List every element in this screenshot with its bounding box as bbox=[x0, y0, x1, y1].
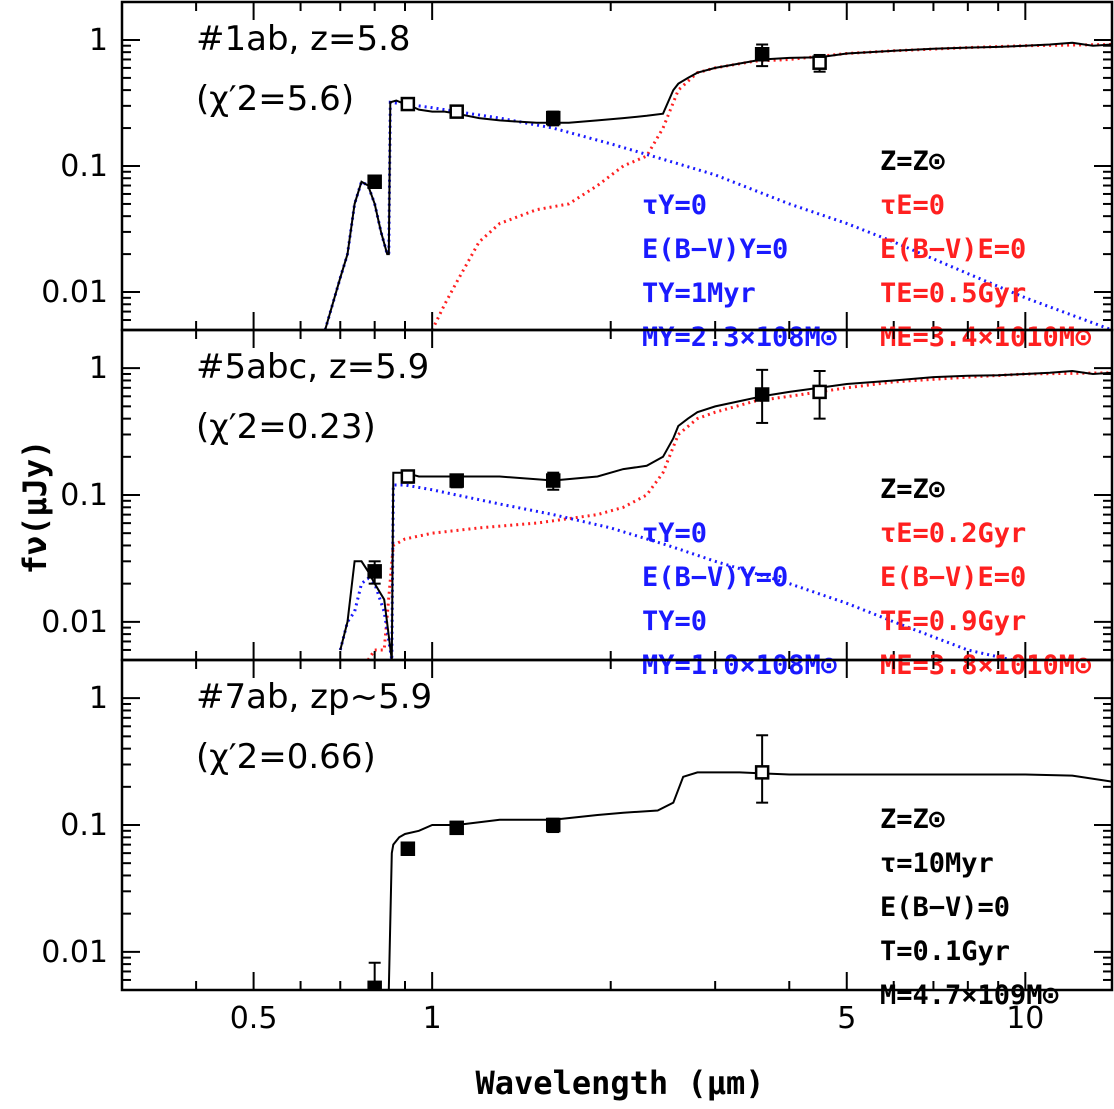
y-tick-label: 0.01 bbox=[41, 605, 108, 640]
panel-1ab-param-old: τE=0 bbox=[880, 190, 945, 221]
panel-5abc-young-component bbox=[338, 483, 1013, 660]
panel-1ab-param-old: ME=3.4×1010M⊙ bbox=[880, 322, 1091, 353]
photometry-point bbox=[812, 384, 827, 400]
panel-7ab-total-sed bbox=[387, 771, 1112, 990]
y-tick-label: 0.1 bbox=[60, 808, 108, 843]
panel-5abc-plot bbox=[338, 368, 1112, 660]
panel-5abc-old-component bbox=[366, 371, 1112, 660]
panel-5abc-param-young: τY=0 bbox=[642, 518, 707, 549]
panel-1ab-param-old: Z=Z⊙ bbox=[880, 146, 945, 177]
photometry-point bbox=[545, 110, 561, 126]
y-tick-label: 0.1 bbox=[60, 149, 108, 184]
panel-1ab-young-component bbox=[323, 100, 1112, 330]
panel-1ab-chi2: (χ′2=5.6) bbox=[196, 79, 354, 119]
panel-5abc-param-old: TE=0.9Gyr bbox=[880, 606, 1026, 637]
panel-1ab-old-component bbox=[430, 43, 1112, 330]
panel-5abc-total-sed bbox=[339, 369, 1112, 660]
photometry-point bbox=[812, 55, 827, 70]
photometry-point bbox=[754, 387, 770, 402]
panel-1ab-param-young: E(B−V)Y=0 bbox=[642, 234, 788, 265]
panel-5abc-chi2: (χ′2=0.23) bbox=[196, 407, 376, 447]
photometry-point bbox=[449, 473, 464, 488]
x-tick-label: 5 bbox=[837, 1001, 856, 1036]
photometry-point bbox=[367, 174, 382, 189]
photometry-point bbox=[400, 96, 416, 112]
y-tick-label: 0.01 bbox=[41, 935, 108, 970]
photometry-point bbox=[400, 841, 416, 856]
panel-5abc-param-young: TY=0 bbox=[642, 606, 707, 637]
x-tick-label: 1 bbox=[423, 1001, 442, 1036]
photometry-point bbox=[449, 820, 464, 836]
y-tick-label: 0.01 bbox=[41, 275, 108, 310]
y-tick-label: 1 bbox=[89, 23, 108, 58]
photometry-point bbox=[449, 104, 464, 119]
panel-1ab-param-old: TE=0.5Gyr bbox=[880, 278, 1026, 309]
photometry-point bbox=[400, 469, 416, 484]
panel-7ab-param-old: T=0.1Gyr bbox=[880, 936, 1010, 967]
panel-5abc-param-old: Z=Z⊙ bbox=[880, 474, 945, 505]
panel-7ab-param-old: τ=10Myr bbox=[880, 848, 994, 879]
photometry-point bbox=[545, 473, 561, 488]
panel-1ab-param-old: E(B−V)E=0 bbox=[880, 234, 1026, 265]
panel-5abc-title: #5abc, z=5.9 bbox=[196, 347, 429, 387]
panel-7ab-param-old: M=4.7×109M⊙ bbox=[880, 980, 1059, 1011]
panel-7ab-chi2: (χ′2=0.66) bbox=[196, 737, 376, 777]
panel-1ab-total-sed bbox=[324, 41, 1112, 330]
panel-1ab-param-young: τY=0 bbox=[642, 190, 707, 221]
photometry-point bbox=[545, 817, 561, 833]
y-tick-label: 1 bbox=[89, 681, 108, 716]
y-tick-label: 1 bbox=[89, 351, 108, 386]
panel-5abc-param-old: τE=0.2Gyr bbox=[880, 518, 1026, 549]
panel-5abc-param-old: ME=3.8×1010M⊙ bbox=[880, 650, 1091, 681]
x-tick-label: 0.5 bbox=[230, 1001, 278, 1036]
panel-1ab-plot bbox=[323, 41, 1112, 330]
panel-1ab-title: #1ab, z=5.8 bbox=[196, 19, 411, 59]
panel-5abc-param-old: E(B−V)E=0 bbox=[880, 562, 1026, 593]
panel-7ab-param-old: E(B−V)=0 bbox=[880, 892, 1010, 923]
panel-5abc-param-young: MY=1.0×108M⊙ bbox=[642, 650, 837, 681]
panel-7ab-title: #7ab, zp~5.9 bbox=[196, 677, 432, 717]
photometry-point bbox=[367, 564, 382, 579]
panel-1ab-param-young: MY=2.3×108M⊙ bbox=[642, 322, 837, 353]
photometry-point bbox=[754, 765, 770, 780]
panel-7ab-param-old: Z=Z⊙ bbox=[880, 804, 945, 835]
panel-1ab-param-young: TY=1Myr bbox=[642, 278, 756, 309]
y-tick-label: 0.1 bbox=[60, 478, 108, 513]
x-axis-title: Wavelength (μm) bbox=[476, 1064, 765, 1102]
x-tick-label: 10 bbox=[1006, 1001, 1044, 1036]
y-axis-title: fν(μJy) bbox=[16, 440, 54, 575]
panel-5abc-param-young: E(B−V)Y=0 bbox=[642, 562, 788, 593]
photometry-point bbox=[754, 47, 770, 62]
